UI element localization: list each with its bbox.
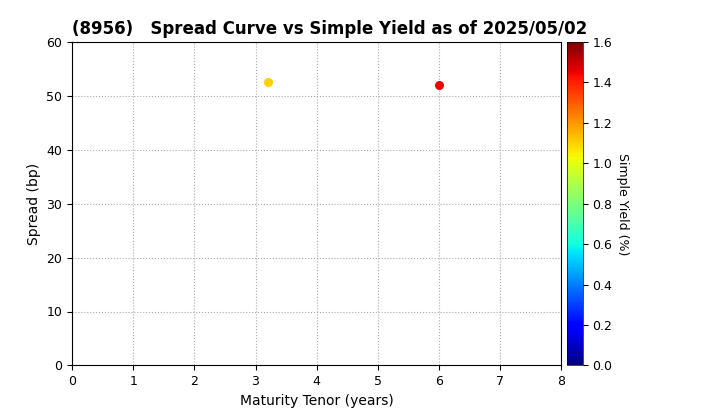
Point [433,82,445,89]
Text: (8956)   Spread Curve vs Simple Yield as of 2025/05/02: (8956) Spread Curve vs Simple Yield as o… [72,20,588,38]
Y-axis label: Simple Yield (%): Simple Yield (%) [616,152,629,255]
Y-axis label: Spread (bp): Spread (bp) [27,163,41,245]
X-axis label: Maturity Tenor (years): Maturity Tenor (years) [240,394,394,408]
Point [262,79,274,86]
